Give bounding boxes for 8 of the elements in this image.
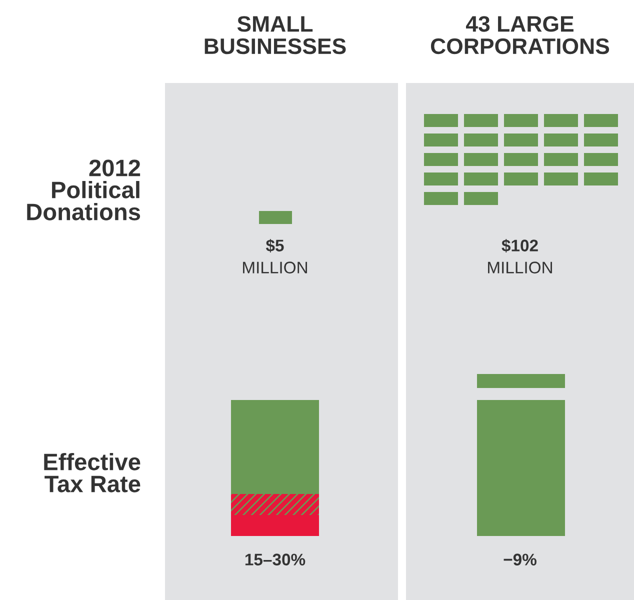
category-label: 43 LARGE CORPORATIONS (430, 16, 610, 54)
data-label: $102 MILLION (488, 238, 552, 274)
data-label: −9% (504, 554, 536, 566)
category-label: SMALL BUSINESSES (204, 16, 346, 54)
data-label: 15–30% (245, 554, 306, 566)
text: 2012 Political Donations (27, 160, 140, 220)
data-label: $5 MILLION (243, 238, 307, 274)
text: Effective Tax Rate (44, 452, 140, 492)
